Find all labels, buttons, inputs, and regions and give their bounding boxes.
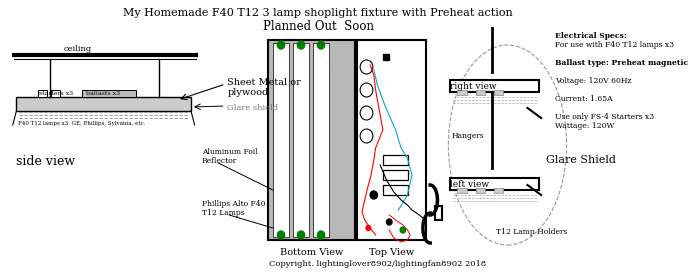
Text: Glare shield: Glare shield xyxy=(228,104,279,112)
Circle shape xyxy=(360,60,373,74)
Text: Electrical Specs:: Electrical Specs: xyxy=(555,32,626,40)
Text: ceiling: ceiling xyxy=(63,45,92,53)
Text: starters x3: starters x3 xyxy=(39,91,74,96)
Text: Bottom View: Bottom View xyxy=(280,248,343,257)
Circle shape xyxy=(277,231,285,239)
Bar xyxy=(494,188,503,193)
Text: left view: left view xyxy=(450,180,489,189)
Bar xyxy=(268,40,355,240)
Text: Hangers: Hangers xyxy=(452,132,485,140)
Text: Aluminum Foil
Reflector: Aluminum Foil Reflector xyxy=(202,148,258,165)
Circle shape xyxy=(277,41,285,49)
Text: ballasts x3: ballasts x3 xyxy=(86,91,120,96)
Bar xyxy=(82,90,136,97)
Circle shape xyxy=(386,219,392,225)
Bar xyxy=(383,170,408,180)
Text: Glare Shield: Glare Shield xyxy=(546,155,615,165)
Text: Copyright. lightinglover8902/lightingfan8902 2018: Copyright. lightinglover8902/lightingfan… xyxy=(269,260,486,268)
Bar xyxy=(450,178,539,190)
Circle shape xyxy=(400,227,405,233)
Bar xyxy=(383,54,389,60)
Bar xyxy=(358,40,426,240)
Text: Use only FS-4 Starters x3: Use only FS-4 Starters x3 xyxy=(555,113,654,121)
Bar xyxy=(16,97,191,111)
Circle shape xyxy=(298,41,304,49)
Bar xyxy=(313,43,329,237)
Bar xyxy=(383,155,408,165)
Bar xyxy=(293,43,309,237)
Circle shape xyxy=(370,191,377,199)
Bar xyxy=(383,185,408,195)
Text: side view: side view xyxy=(16,155,76,168)
Text: My Homemade F40 T12 3 lamp shoplight fixture with Preheat action: My Homemade F40 T12 3 lamp shoplight fix… xyxy=(123,8,513,18)
Circle shape xyxy=(317,41,325,49)
Bar xyxy=(458,90,467,95)
Ellipse shape xyxy=(449,45,566,245)
Circle shape xyxy=(317,231,325,239)
Bar xyxy=(273,43,289,237)
Bar xyxy=(475,188,484,193)
Bar xyxy=(450,80,539,92)
Text: For use with F40 T12 lamps x3: For use with F40 T12 lamps x3 xyxy=(555,41,674,49)
Text: Planned Out  Soon: Planned Out Soon xyxy=(262,20,374,33)
Text: Top View: Top View xyxy=(369,248,414,257)
Text: Current: 1.65A: Current: 1.65A xyxy=(555,95,612,103)
Text: Voltage: 120V 60Hz: Voltage: 120V 60Hz xyxy=(555,77,631,85)
Text: Phillips Alto F40
T12 Lamps: Phillips Alto F40 T12 Lamps xyxy=(202,200,265,217)
Bar xyxy=(458,188,467,193)
Text: Wattage: 120W: Wattage: 120W xyxy=(555,122,614,130)
Circle shape xyxy=(360,106,373,120)
Circle shape xyxy=(360,83,373,97)
Circle shape xyxy=(298,231,304,239)
Text: T12 Lamp Holders: T12 Lamp Holders xyxy=(496,228,567,236)
Bar xyxy=(38,90,48,97)
Bar xyxy=(51,90,60,97)
Text: Sheet Metal or
plywood: Sheet Metal or plywood xyxy=(228,78,301,97)
Text: right view: right view xyxy=(450,82,497,91)
Bar xyxy=(435,206,442,220)
Bar xyxy=(494,90,503,95)
Text: F40 T12 lamps x3  GE, Phillips, Sylvania, etc.: F40 T12 lamps x3 GE, Phillips, Sylvania,… xyxy=(18,121,146,126)
Circle shape xyxy=(360,129,373,143)
Circle shape xyxy=(366,225,370,230)
Text: Ballast type: Preheat magnetic: Ballast type: Preheat magnetic xyxy=(555,59,688,67)
Bar xyxy=(475,90,484,95)
